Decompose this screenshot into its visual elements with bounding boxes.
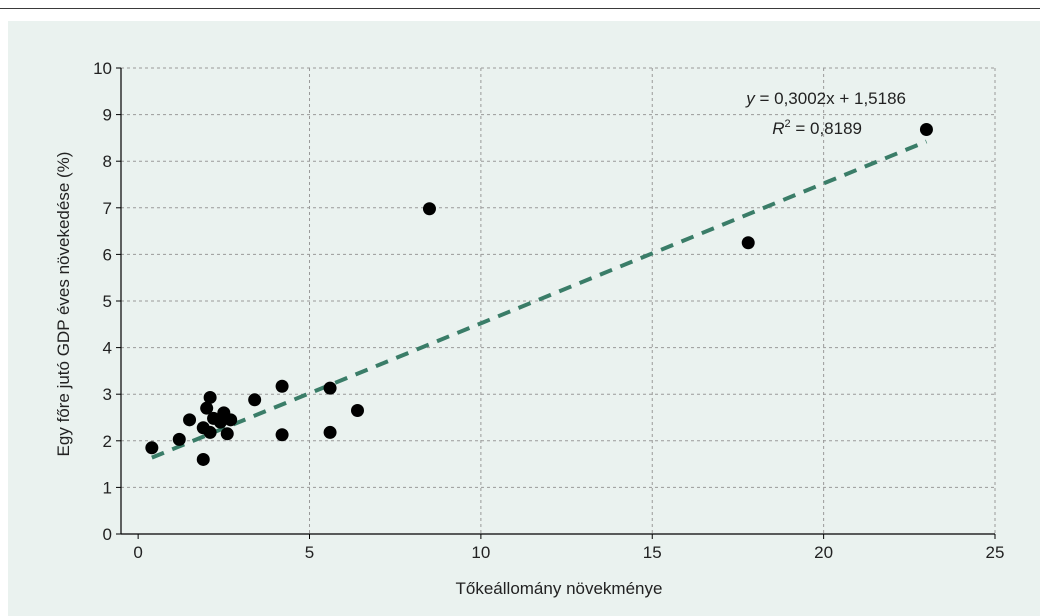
- x-tick-label: 5: [305, 543, 314, 562]
- y-tick-label: 7: [103, 199, 112, 218]
- data-point: [275, 428, 289, 442]
- chart-panel: [8, 21, 1040, 616]
- data-point: [323, 381, 337, 395]
- data-point: [323, 425, 337, 439]
- data-point: [224, 413, 238, 427]
- y-tick-label: 8: [103, 152, 112, 171]
- data-point: [196, 452, 210, 466]
- y-tick-label: 4: [103, 339, 112, 358]
- y-tick-label: 5: [103, 292, 112, 311]
- data-point: [350, 404, 364, 418]
- data-point: [203, 425, 217, 439]
- data-points: [145, 123, 933, 466]
- y-tick-labels: 0 1 2 3 4 5 6 7 8 9 10: [93, 59, 112, 544]
- y-tick-label: 0: [103, 525, 112, 544]
- data-point: [203, 390, 217, 404]
- data-point: [172, 432, 186, 446]
- trendline: [151, 139, 928, 460]
- x-tick-labels: 0 5 10 15 20 25: [133, 543, 1004, 562]
- data-point: [275, 379, 289, 393]
- x-tick-label: 20: [814, 543, 833, 562]
- equation-y-variable: y: [745, 89, 756, 108]
- axes: [116, 67, 996, 539]
- x-axis-title: Tőkeállomány növekménye: [456, 579, 663, 598]
- x-tick-label: 25: [986, 543, 1005, 562]
- data-point: [200, 401, 214, 415]
- equation-formula: = 0,3002x + 1,5186: [755, 89, 906, 108]
- y-tick-label: 3: [103, 385, 112, 404]
- top-rule: [0, 8, 1040, 9]
- y-tick-label: 10: [93, 59, 112, 78]
- y-tick-label: 2: [103, 432, 112, 451]
- trendline-equation: y = 0,3002x + 1,5186: [745, 89, 906, 108]
- data-point: [145, 441, 159, 455]
- r-squared-label: R2 = 0,8189: [772, 118, 862, 138]
- data-point: [919, 123, 933, 137]
- data-point: [248, 393, 262, 407]
- x-tick-label: 15: [643, 543, 662, 562]
- y-axis-title: Egy főre jutó GDP éves növekedése (%): [54, 152, 73, 457]
- x-tick-label: 10: [471, 543, 490, 562]
- r-squared-superscript: 2: [785, 118, 791, 130]
- y-tick-label: 6: [103, 245, 112, 264]
- data-point: [422, 202, 436, 216]
- y-tick-label: 9: [103, 106, 112, 125]
- r-squared-value: = 0,8189: [791, 119, 862, 138]
- data-point: [220, 427, 234, 441]
- data-point: [183, 413, 197, 427]
- trendline-group: [151, 139, 928, 460]
- r-squared-variable: R: [772, 119, 784, 138]
- data-point: [741, 236, 755, 250]
- grid-lines: [121, 67, 996, 534]
- x-tick-label: 0: [133, 543, 142, 562]
- y-tick-label: 1: [103, 478, 112, 497]
